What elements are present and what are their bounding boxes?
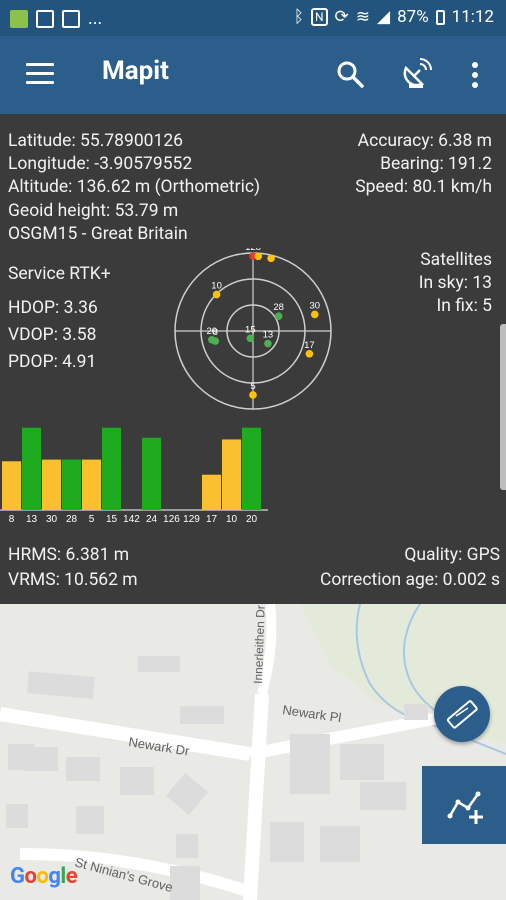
pdop-value: PDOP: 4.91 — [8, 352, 97, 372]
signal-strength-chart: 8 13 30 28 5 15 142 24 126 129 17 10 20 — [0, 427, 268, 525]
satellite-point — [254, 252, 263, 261]
signal-bar-prn-label: 5 — [89, 514, 95, 525]
add-polyline-icon — [447, 791, 483, 824]
signal-bar-prn-label: 24 — [146, 514, 158, 525]
add-feature-button[interactable] — [422, 766, 506, 844]
satellite-prn-label: 10 — [211, 281, 222, 292]
speed-value: Speed: 80.1 km/h — [355, 177, 492, 197]
signal-bar-prn-label: 28 — [66, 514, 78, 525]
satellite-point — [305, 349, 314, 358]
correction-age: Correction age: 0.002 s — [319, 570, 500, 590]
satellite-prn-label: 28 — [273, 302, 284, 313]
status-bar: ... ᛒ N ⟳ ≋ ◢ 87% 11:12 — [0, 0, 506, 36]
signal-bar — [242, 427, 261, 510]
signal-bar-prn-label: 13 — [26, 514, 38, 525]
nfc-icon: N — [310, 8, 328, 26]
sync-icon: ⟳ — [334, 7, 349, 27]
signal-bar — [42, 459, 61, 510]
satellite-prn-label: 15 — [245, 324, 256, 335]
signal-bar — [82, 459, 101, 510]
google-logo: Google — [10, 864, 78, 889]
hdop-value: HDOP: 3.36 — [8, 298, 98, 318]
signal-bar-prn-label: 10 — [226, 514, 238, 525]
app-title: Mapit — [102, 56, 169, 86]
satellite-prn-label: 128 — [245, 248, 261, 253]
altitude-value: Altitude: 136.62 m (Orthometric) — [8, 177, 261, 197]
hrms-value: HRMS: 6.381 m — [8, 545, 130, 565]
satellite-point — [264, 339, 272, 348]
battery-percent: 87% — [397, 7, 429, 27]
satellite-prn-label: 17 — [304, 340, 315, 351]
gps-status-panel: Latitude: 55.78900126 Longitude: -3.9057… — [0, 114, 506, 604]
wifi-icon: ≋ — [355, 7, 371, 27]
satellite-point — [267, 254, 275, 263]
ruler-icon — [446, 700, 478, 729]
email-icon — [36, 9, 54, 28]
signal-bar — [22, 427, 41, 510]
satellite-point — [249, 391, 257, 399]
street-label: Innerleithen Dr — [251, 605, 268, 684]
signal-bar-prn-label: 126 — [163, 514, 180, 525]
hamburger-menu-icon[interactable] — [26, 63, 54, 85]
search-icon[interactable] — [336, 60, 364, 88]
satellite-sky-plot: 10 128 28 30 15 13 208 17 5 — [174, 248, 332, 410]
signal-bar-prn-label: 129 — [183, 514, 200, 525]
satellite-antenna-icon[interactable] — [400, 58, 432, 90]
signal-bar-prn-label: 8 — [9, 514, 15, 525]
signal-bar — [2, 461, 21, 510]
panel-drag-handle[interactable] — [500, 324, 506, 490]
satellites-in-sky: In sky: 13 — [418, 273, 492, 293]
signal-bar-prn-label: 20 — [246, 514, 258, 525]
signal-bar — [62, 459, 81, 510]
satellite-point — [246, 334, 255, 343]
signal-bar — [222, 439, 241, 510]
vrms-value: VRMS: 10.562 m — [8, 570, 138, 590]
geoid-height-value: Geoid height: 53.79 m — [8, 201, 179, 221]
bluetooth-icon: ᛒ — [293, 7, 304, 27]
bearing-value: Bearing: 191.2 — [380, 154, 492, 174]
map-view[interactable]: Newark Dr Newark Pl St Ninian's Grove In… — [0, 604, 506, 900]
image-icon — [62, 9, 80, 28]
satellite-point — [310, 310, 319, 319]
longitude-value: Longitude: -3.90579552 — [8, 154, 193, 174]
map-tiles: Newark Dr Newark Pl St Ninian's Grove In… — [0, 604, 506, 900]
more-notifications: ... — [88, 8, 103, 29]
satellite-point — [211, 337, 220, 345]
geoid-model: OSGM15 - Great Britain — [8, 224, 188, 244]
latitude-value: Latitude: 55.78900126 — [8, 131, 183, 151]
battery-icon — [435, 9, 445, 25]
signal-bar-prn-label: 17 — [206, 514, 218, 525]
overflow-menu-icon[interactable] — [465, 60, 485, 90]
satellite-prn-label: 20 — [207, 326, 218, 337]
satellites-label: Satellites — [420, 250, 492, 270]
vdop-value: VDOP: 3.58 — [8, 325, 97, 345]
accuracy-value: Accuracy: 6.38 m — [357, 131, 492, 151]
app-notification-icon — [10, 9, 28, 28]
satellite-point — [212, 290, 221, 299]
measure-distance-button[interactable] — [434, 686, 490, 742]
signal-bar-prn-label: 142 — [123, 514, 140, 525]
satellite-point — [274, 312, 283, 320]
satellite-prn-label: 30 — [309, 300, 320, 311]
signal-bar — [102, 427, 121, 510]
fix-quality: Quality: GPS — [404, 545, 500, 565]
signal-bar — [142, 437, 161, 510]
satellite-prn-label: 8 — [213, 327, 218, 338]
clock: 11:12 — [451, 7, 494, 27]
signal-icon: ◢ — [377, 7, 391, 27]
signal-bar — [202, 474, 221, 510]
signal-bar-prn-label: 30 — [46, 514, 58, 525]
app-bar: Mapit — [0, 36, 506, 114]
signal-bar-prn-label: 15 — [106, 514, 118, 525]
satellite-prn-label: 13 — [263, 330, 274, 341]
satellite-prn-label: 5 — [250, 381, 255, 392]
satellites-in-fix: In fix: 5 — [436, 296, 492, 316]
service-mode: Service RTK+ — [8, 264, 111, 284]
